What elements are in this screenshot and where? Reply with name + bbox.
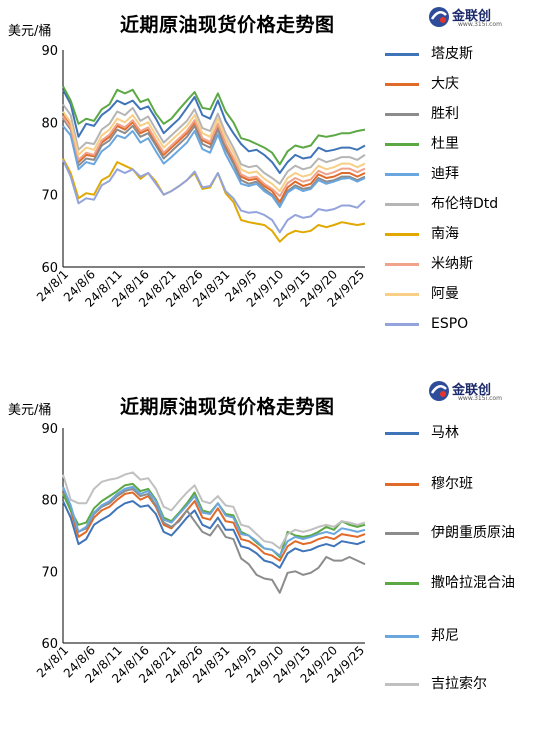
legend-swatch [385, 143, 419, 146]
legend-label: 穆尔班 [431, 476, 473, 492]
legend-item: 邦尼 [385, 627, 534, 645]
series-line-1 [62, 500, 366, 569]
legend-item: 米纳斯 [385, 255, 534, 273]
logo-mark-icon [429, 381, 449, 401]
series-line-6 [62, 103, 366, 185]
y-axis-unit-label: 美元/桶 [8, 24, 52, 39]
legend-item: 胜利 [385, 105, 534, 123]
legend-item: ESPO [385, 315, 534, 333]
y-axis-unit-label: 美元/桶 [8, 403, 52, 418]
chart-panel-bottom: 近期原油现货价格走势图 美元/桶 金联创 www.315i.com 60 70 80… [0, 370, 534, 731]
series-line-4 [62, 85, 366, 166]
legend-label: 撒哈拉混合油 [431, 575, 515, 591]
legend-label: 米纳斯 [431, 256, 473, 272]
legend-label: 阿曼 [431, 286, 459, 302]
legend-item: 大庆 [385, 75, 534, 93]
legend-label: 布伦特Dtd [431, 196, 499, 212]
legend-label: 大庆 [431, 76, 459, 92]
legend-label: 塔皮斯 [431, 46, 473, 62]
legend-label: 迪拜 [431, 166, 459, 182]
series-line-3 [62, 487, 366, 594]
y-tick-label: 80 [41, 116, 58, 131]
legend-label: 邦尼 [431, 628, 459, 644]
legend-label: 南海 [431, 226, 459, 242]
y-tick-label: 90 [41, 44, 58, 59]
jlc-logo: 金联创 www.315i.com [428, 4, 528, 34]
legend-item: 布伦特Dtd [385, 195, 534, 213]
legend-label: ESPO [431, 316, 469, 332]
legend-top: 塔皮斯大庆胜利杜里迪拜布伦特Dtd 南海米纳斯阿曼 ESPO [385, 40, 534, 350]
line-chart-top: 6070809024/8/124/8/624/8/1124/8/1624/8/2… [34, 44, 367, 310]
chart-panel-top: 近期原油现货价格走势图 美元/桶 金联创 www.315i.com 60 70 80… [0, 0, 534, 365]
series-line-2 [62, 491, 366, 562]
y-tick-label: 60 [41, 637, 58, 652]
legend-swatch [385, 113, 419, 116]
y-tick-label: 70 [41, 189, 58, 204]
legend-swatch [385, 293, 419, 296]
series-line-10 [62, 159, 366, 234]
legend-swatch [385, 532, 419, 535]
legend-swatch [385, 323, 419, 326]
legend-label: 伊朗重质原油 [431, 525, 515, 541]
legend-swatch [385, 263, 419, 266]
series-line-8 [62, 115, 366, 198]
legend-bottom: 马林穆尔班伊朗重质原油 撒哈拉混合油 邦尼吉拉索尔 [385, 422, 534, 722]
y-tick-label: 80 [41, 494, 58, 509]
series-line-5 [62, 485, 366, 557]
y-tick-label: 60 [41, 261, 58, 276]
legend-swatch [385, 53, 419, 56]
jlc-logo: 金联创 www.315i.com [428, 378, 528, 408]
legend-label: 杜里 [431, 136, 459, 152]
legend-label: 吉拉索尔 [431, 676, 487, 692]
chart-title: 近期原油现货价格走势图 [120, 396, 335, 418]
legend-item: 南海 [385, 225, 534, 243]
legend-item: 伊朗重质原油 [385, 524, 534, 542]
y-tick-label: 70 [41, 565, 58, 580]
legend-swatch [385, 582, 419, 585]
logo-mark-icon [429, 7, 449, 27]
legend-swatch [385, 203, 419, 206]
y-tick-label: 90 [41, 422, 58, 437]
legend-item: 杜里 [385, 135, 534, 153]
legend-item: 塔皮斯 [385, 45, 534, 63]
logo-text: 金联创 [452, 9, 492, 24]
legend-label: 马林 [431, 425, 459, 441]
series-line-6 [62, 471, 366, 550]
chart-title: 近期原油现货价格走势图 [120, 14, 335, 36]
legend-item: 穆尔班 [385, 475, 534, 493]
series-line-9 [62, 110, 366, 193]
line-chart-bottom: 6070809024/8/124/8/624/8/1124/8/1624/8/2… [34, 422, 367, 686]
legend-item: 阿曼 [385, 285, 534, 303]
logo-url-text: www.315i.com [458, 395, 502, 402]
legend-item: 迪拜 [385, 165, 534, 183]
legend-swatch [385, 432, 419, 435]
legend-swatch [385, 233, 419, 236]
legend-swatch [385, 173, 419, 176]
logo-text: 金联创 [452, 383, 492, 398]
logo-url-text: www.315i.com [458, 21, 502, 28]
series-line-1 [62, 89, 366, 174]
series-line-3 [62, 118, 366, 207]
series-line-5 [62, 125, 366, 208]
legend-swatch [385, 483, 419, 486]
legend-item: 马林 [385, 424, 534, 442]
legend-swatch [385, 635, 419, 638]
legend-item: 吉拉索尔 [385, 675, 534, 693]
legend-swatch [385, 683, 419, 686]
legend-label: 胜利 [431, 106, 459, 122]
legend-swatch [385, 83, 419, 86]
legend-item: 撒哈拉混合油 [385, 574, 534, 592]
